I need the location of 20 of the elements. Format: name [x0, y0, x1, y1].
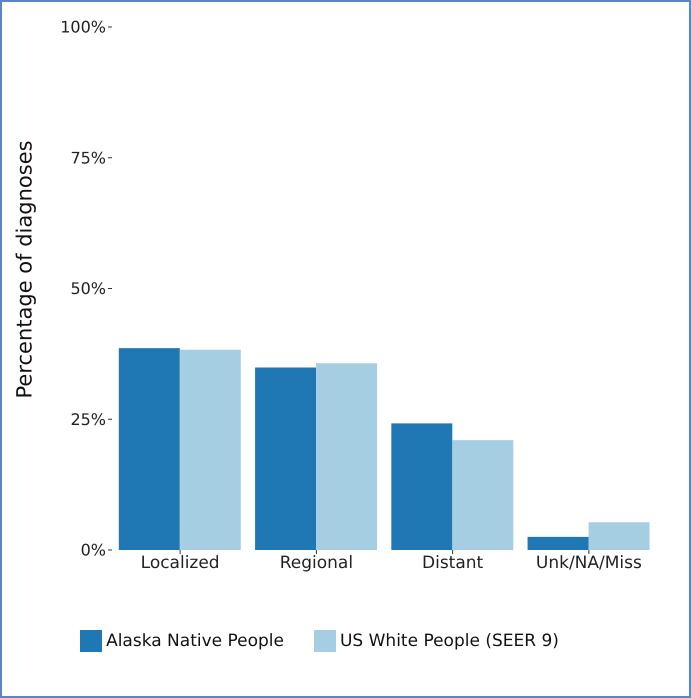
- bar: [528, 536, 589, 550]
- x-tick-label: Distant: [422, 553, 484, 574]
- x-tick-label: Regional: [280, 553, 354, 574]
- legend-label: Alaska Native People: [106, 630, 284, 651]
- x-tick-label: Unk/NA/Miss: [536, 553, 642, 574]
- legend-label: US White People (SEER 9): [340, 630, 559, 651]
- bar: [316, 363, 378, 550]
- bar: [588, 522, 650, 550]
- bar: [452, 440, 514, 550]
- x-tick-label: Localized: [140, 553, 220, 574]
- bar: [180, 350, 241, 550]
- y-tick-label: 75%: [70, 148, 106, 168]
- y-axis-title: Percentage of diagnoses: [12, 140, 36, 398]
- bar: [255, 367, 316, 550]
- y-tick-label: 100%: [60, 18, 106, 37]
- bar: [118, 348, 180, 550]
- bar: [391, 423, 452, 550]
- y-tick-label: 50%: [70, 279, 106, 298]
- y-tick-label: 25%: [70, 410, 106, 429]
- y-tick-label: 0%: [80, 540, 106, 560]
